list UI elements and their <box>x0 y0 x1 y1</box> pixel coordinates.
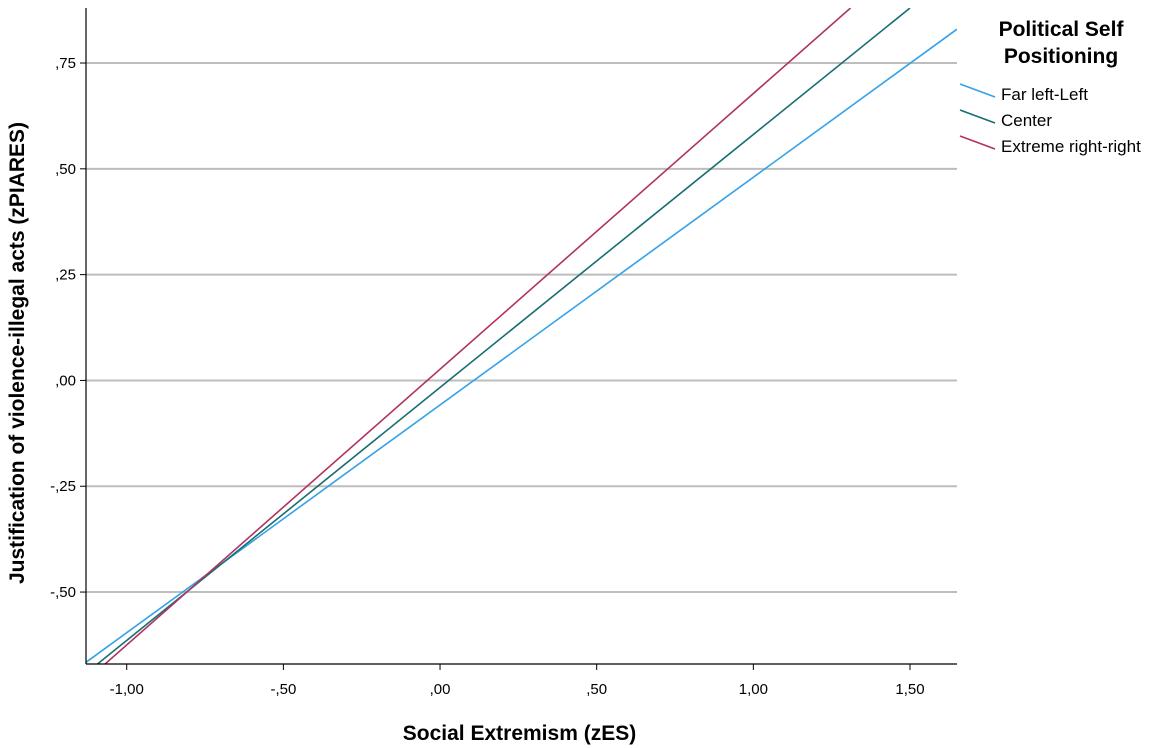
legend-title-line-1: Political Self <box>999 18 1125 41</box>
legend-label-1: Far left-Left <box>1001 85 1088 104</box>
x-tick-label: 1,00 <box>739 681 768 698</box>
grid-lines <box>86 62 957 594</box>
legend-swatch-3 <box>959 135 996 150</box>
legend-label-2: Center <box>1001 111 1052 130</box>
x-tick-label: ,50 <box>586 681 607 698</box>
y-axis-title: Justification of violence-illegal acts (… <box>6 122 29 584</box>
x-tick-label: -1,00 <box>110 681 144 698</box>
x-tick-label: 1,50 <box>895 681 924 698</box>
axes <box>85 8 957 665</box>
legend-swatch-1 <box>959 83 996 98</box>
y-tick-label: -,50 <box>50 584 76 601</box>
x-axis-title: Social Extremism (zES) <box>403 722 636 745</box>
y-tick-label: -,25 <box>50 478 76 495</box>
y-tick-label: ,00 <box>55 372 76 389</box>
legend-swatch-2 <box>959 109 996 124</box>
legend-title-line-2: Positioning <box>1004 45 1118 68</box>
y-tick-label: ,25 <box>55 267 76 284</box>
y-tick-label: ,75 <box>55 55 76 72</box>
series-line-3 <box>103 8 852 664</box>
y-tick-labels: -,50 -,25 ,00 ,25 ,50 ,75 <box>50 55 86 601</box>
legend: Political Self Positioning Far left-Left… <box>959 18 1141 156</box>
y-tick-label: ,50 <box>55 161 76 178</box>
series-line-2 <box>96 8 911 664</box>
x-tick-label: -,50 <box>270 681 296 698</box>
plot-series <box>86 8 957 664</box>
legend-label-3: Extreme right-right <box>1001 137 1141 156</box>
x-tick-labels: -1,00 -,50 ,00 ,50 1,00 1,50 <box>110 664 925 698</box>
x-tick-label: ,00 <box>430 681 451 698</box>
